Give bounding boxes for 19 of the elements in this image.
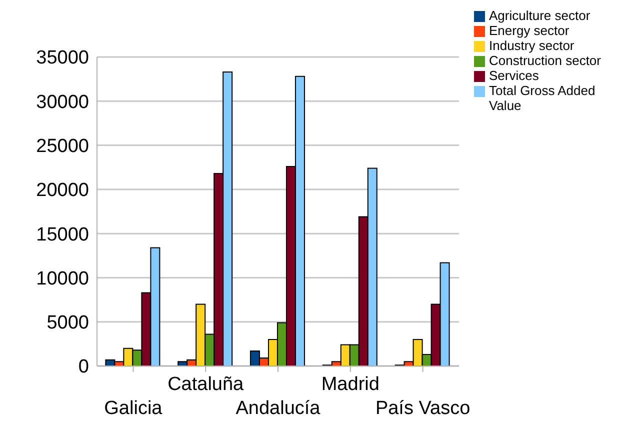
y-tick-label: 35000: [36, 48, 89, 69]
legend-label: Agriculture sector: [489, 8, 592, 23]
legend-label: Total Gross Added Value: [489, 83, 596, 113]
x-tick-label: Galicia: [104, 398, 163, 419]
y-tick-label: 25000: [36, 136, 89, 158]
legend-label: Energy sector: [489, 23, 570, 38]
y-tick-label: 15000: [36, 224, 89, 246]
y-tick-label: 10000: [36, 268, 89, 290]
y-tick-label: 0: [78, 356, 89, 378]
y-tick-label: 5000: [46, 312, 89, 334]
y-tick-label: 30000: [36, 92, 89, 113]
y-tick-label: 20000: [36, 180, 89, 202]
legend-label: Services: [489, 68, 540, 83]
x-tick-label: Andalucía: [236, 398, 321, 419]
x-tick-label: Cataluña: [168, 374, 244, 395]
legend-label: Construction sector: [489, 53, 602, 68]
legend-label: Industry sector: [489, 38, 576, 53]
x-tick-label: País Vasco: [375, 398, 470, 419]
x-tick-label: Madrid: [321, 374, 380, 395]
